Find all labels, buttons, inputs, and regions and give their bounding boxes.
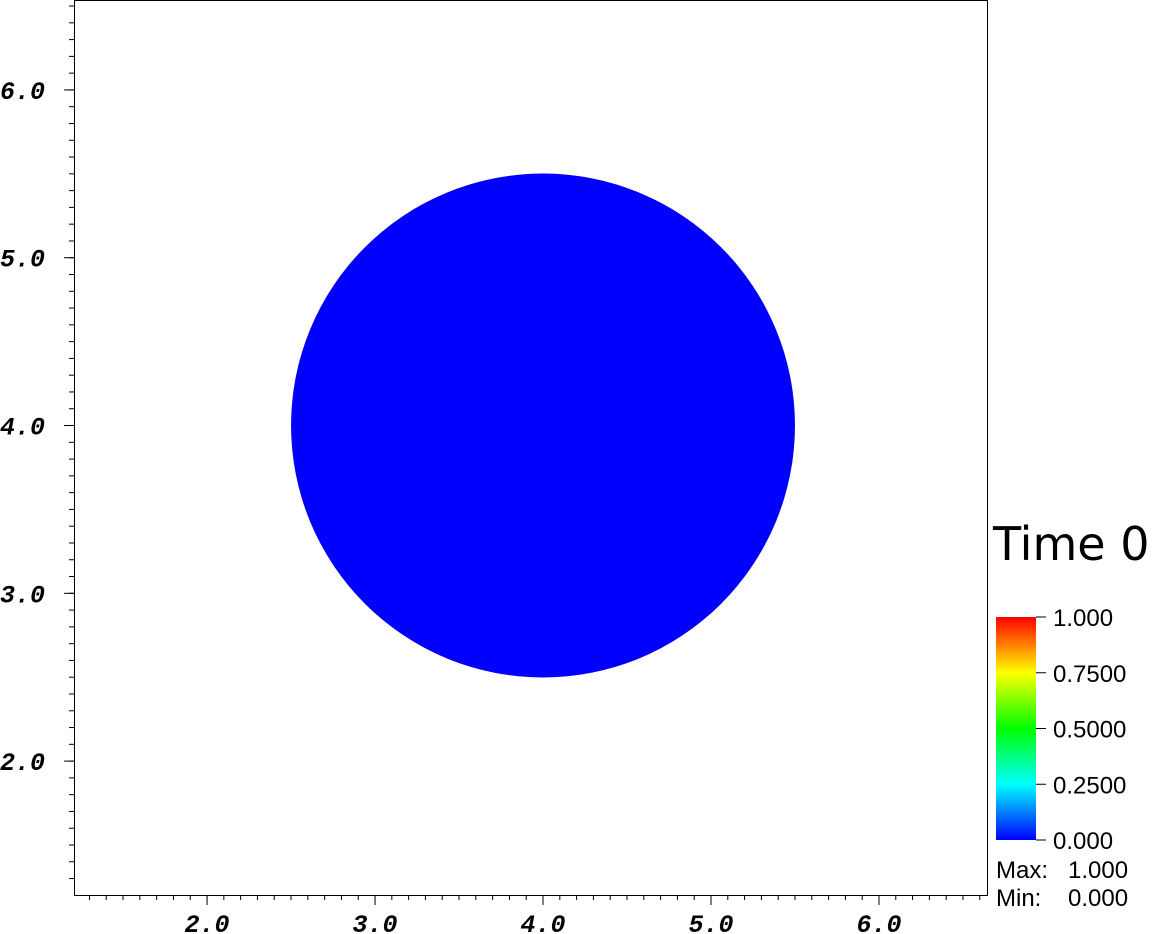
y-tick-label: 2.0 [0, 749, 45, 778]
y-tick-label: 4.0 [0, 414, 45, 443]
x-tick-label: 3.0 [353, 911, 398, 934]
min-label: Min: [996, 885, 1041, 912]
y-tick-label: 5.0 [0, 246, 45, 275]
colorbar-tick-label: 0.5000 [1053, 717, 1126, 744]
x-tick-label: 2.0 [185, 911, 230, 934]
colorbar [996, 617, 1036, 840]
max-label: Max: [996, 857, 1048, 884]
x-tick-label: 6.0 [856, 911, 901, 934]
colorbar-tick-label: 0.000 [1053, 828, 1113, 855]
plot-frame [74, 0, 988, 896]
x-tick-label: 4.0 [521, 911, 566, 934]
colorbar-tick-label: 0.7500 [1053, 661, 1126, 688]
min-value: 0.000 [1068, 885, 1128, 912]
colorbar-tick-label: 0.2500 [1053, 772, 1126, 799]
max-value: 1.000 [1068, 857, 1128, 884]
y-tick-label: 3.0 [0, 581, 45, 610]
chart-title: Time 0 [992, 517, 1149, 571]
colorbar-tick-label: 1.000 [1053, 605, 1113, 632]
field-disc [291, 173, 795, 678]
y-tick-label: 6.0 [0, 78, 45, 107]
x-tick-label: 5.0 [688, 911, 733, 934]
